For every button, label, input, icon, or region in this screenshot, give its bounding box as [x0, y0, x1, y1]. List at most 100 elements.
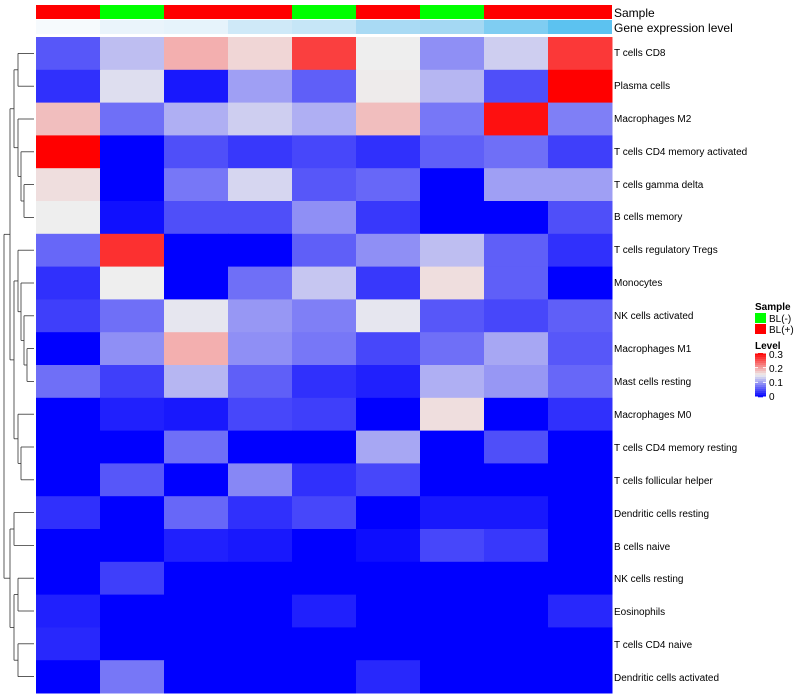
expression-annotation-cell: [36, 20, 100, 34]
expression-annotation-label: Gene expression level: [614, 21, 733, 35]
sample-annotation-cell: [164, 5, 228, 19]
legend-color-step: [755, 365, 766, 368]
row-label: T cells CD4 memory activated: [614, 147, 747, 158]
heatmap-cell: [228, 266, 293, 300]
heatmap-cell: [164, 463, 229, 497]
heatmap-cell: [36, 561, 101, 596]
expression-annotation-cell: [100, 20, 164, 34]
heatmap-cell: [420, 102, 485, 136]
legend-level-title: Level: [755, 341, 781, 352]
heatmap-cell: [548, 660, 613, 694]
heatmap-cell: [484, 201, 549, 235]
heatmap-cell: [36, 496, 101, 530]
legend-color-step: [755, 367, 766, 370]
heatmap-cell: [36, 37, 101, 71]
legend-level-tick: 0.2: [769, 364, 783, 375]
heatmap-cell: [356, 168, 421, 202]
heatmap-cell: [36, 594, 101, 628]
heatmap-cell: [484, 627, 549, 661]
heatmap-cell: [484, 463, 549, 497]
row-label: T cells gamma delta: [614, 180, 704, 191]
heatmap-cell: [356, 561, 421, 596]
legend-color-step: [755, 357, 766, 360]
heatmap-cell: [100, 233, 165, 268]
heatmap-cell: [164, 496, 229, 530]
heatmap-cell: [356, 496, 421, 530]
heatmap-cell: [420, 233, 485, 268]
legend-swatch-bl-minus: [755, 313, 766, 323]
heatmap-cell: [100, 266, 165, 300]
sample-annotation-cell: [356, 5, 420, 19]
heatmap-cell: [228, 430, 293, 464]
heatmap-cell: [100, 299, 165, 333]
heatmap-cell: [484, 430, 549, 464]
legend-level-tick: 0.3: [769, 350, 783, 361]
heatmap-cell: [356, 102, 421, 136]
heatmap-cell: [356, 397, 421, 432]
row-label: T cells regulatory Tregs: [614, 245, 718, 256]
legend-color-step: [755, 393, 766, 396]
heatmap-cell: [100, 463, 165, 497]
heatmap-cell: [36, 332, 101, 366]
heatmap-cell: [548, 233, 613, 268]
heatmap-cell: [548, 102, 613, 136]
heatmap-cell: [484, 37, 549, 71]
legend-level-tick: 0.1: [769, 378, 783, 389]
heatmap-cell: [292, 561, 357, 596]
row-label: Macrophages M0: [614, 410, 692, 421]
row-label: Dendritic cells activated: [614, 673, 719, 684]
heatmap-cell: [292, 233, 357, 268]
heatmap-cell: [228, 201, 293, 235]
heatmap-cell: [36, 233, 101, 268]
row-label: B cells naive: [614, 542, 671, 553]
heatmap-cell: [164, 102, 229, 136]
heatmap-cell: [420, 463, 485, 497]
legend-color-step: [755, 353, 766, 356]
row-label: T cells follicular helper: [614, 476, 713, 487]
heatmap-cell: [356, 430, 421, 464]
heatmap-cell: [420, 594, 485, 628]
heatmap-cell: [164, 529, 229, 563]
heatmap-cell: [100, 168, 165, 202]
heatmap-cell: [356, 332, 421, 366]
heatmap-cell: [548, 430, 613, 464]
heatmap-cell: [228, 135, 293, 169]
legend-color-step: [755, 355, 766, 358]
row-label: Macrophages M2: [614, 114, 692, 125]
heatmap-cell: [164, 594, 229, 628]
legend-color-step: [755, 373, 766, 376]
heatmap-cell: [356, 627, 421, 661]
heatmap-cell: [164, 201, 229, 235]
sample-annotation-cell: [548, 5, 612, 19]
heatmap-cell: [36, 529, 101, 563]
heatmap-cell: [484, 594, 549, 628]
heatmap-cell: [356, 69, 421, 104]
heatmap-cell: [356, 529, 421, 563]
heatmap-cell: [548, 299, 613, 333]
heatmap-cell: [420, 660, 485, 694]
heatmap-cell: [356, 135, 421, 169]
heatmap-cell: [484, 332, 549, 366]
legend: Sample BL(-) BL(+) Level 0.3 0.2 0.1 0: [755, 302, 794, 403]
heatmap-cell: [292, 201, 357, 235]
heatmap-cell: [356, 594, 421, 628]
legend-color-step: [755, 369, 766, 372]
heatmap-cell: [228, 463, 293, 497]
legend-color-step: [755, 391, 766, 394]
heatmap-cell: [356, 299, 421, 333]
expression-annotation-cell: [548, 20, 612, 34]
row-label: Plasma cells: [614, 81, 670, 92]
heatmap-cell: [36, 397, 101, 432]
legend-color-step: [755, 359, 766, 362]
heatmap-cell: [100, 135, 165, 169]
legend-color-step: [755, 395, 766, 398]
heatmap-cell: [164, 430, 229, 464]
legend-color-step: [755, 375, 766, 378]
heatmap-cell: [164, 135, 229, 169]
heatmap-cell: [292, 168, 357, 202]
heatmap-cell: [292, 496, 357, 530]
heatmap-cell: [292, 299, 357, 333]
heatmap-cell: [164, 627, 229, 661]
heatmap-cell: [164, 365, 229, 399]
